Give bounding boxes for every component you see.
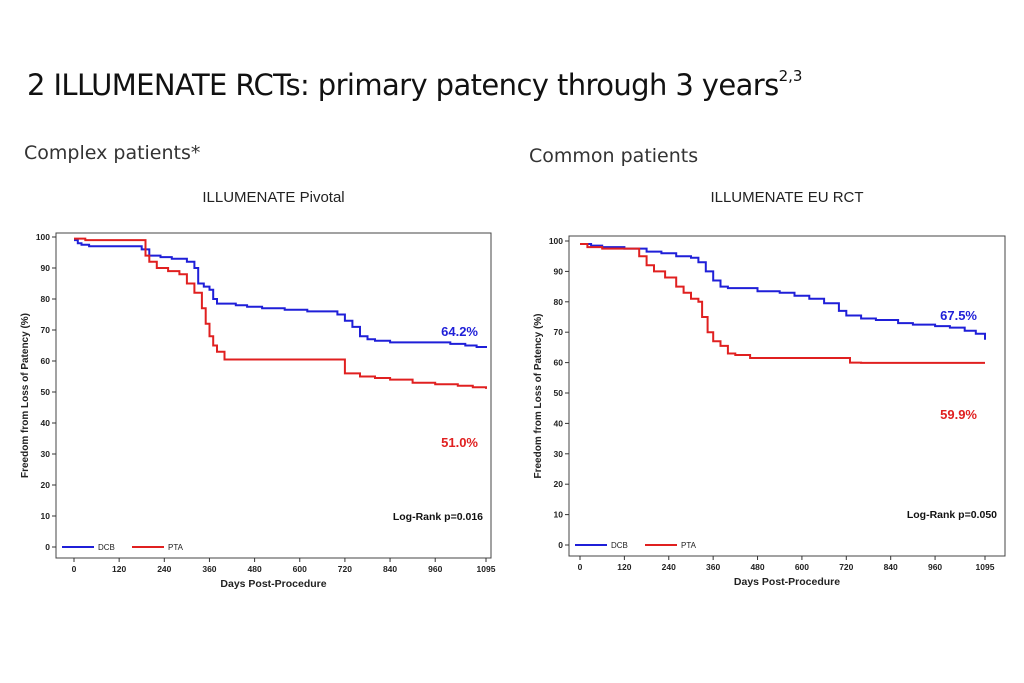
- x-tick-label: 0: [72, 564, 77, 574]
- x-tick-label: 240: [662, 562, 676, 572]
- x-tick-label: 360: [706, 562, 720, 572]
- y-tick-label: 20: [554, 479, 564, 489]
- x-axis-label: Days Post-Procedure: [220, 578, 326, 590]
- x-tick-label: 240: [157, 564, 171, 574]
- y-tick-label: 70: [41, 325, 51, 335]
- x-tick-label: 480: [750, 562, 764, 572]
- left-section-heading: Complex patients*: [24, 142, 201, 164]
- x-tick-label: 480: [248, 564, 262, 574]
- x-tick-label: 120: [617, 562, 631, 572]
- end-value-label-dcb: 67.5%: [940, 308, 977, 323]
- chart-title: ILLUMENATE EU RCT: [710, 189, 863, 206]
- y-tick-label: 90: [41, 263, 51, 273]
- x-tick-label: 840: [884, 562, 898, 572]
- y-tick-label: 50: [554, 388, 564, 398]
- y-tick-label: 30: [554, 449, 564, 459]
- x-tick-label: 0: [578, 562, 583, 572]
- y-tick-label: 100: [549, 236, 563, 246]
- chart-svg: ILLUMENATE EU RCT 0 10 20 30 40 50 60 70 80 90 100 0…: [533, 189, 1006, 588]
- x-tick-label: 360: [202, 564, 216, 574]
- x-tick-label: 600: [795, 562, 809, 572]
- legend-label-dcb: DCB: [611, 541, 628, 550]
- y-tick-label: 10: [41, 511, 51, 521]
- y-tick-label: 100: [36, 232, 50, 242]
- end-value-label-pta: 51.0%: [441, 435, 478, 450]
- y-tick-label: 0: [45, 542, 50, 552]
- y-tick-label: 40: [554, 418, 564, 428]
- x-tick-label: 120: [112, 564, 126, 574]
- chart-title: ILLUMENATE Pivotal: [202, 189, 344, 206]
- title-superscript: 2,3: [778, 67, 803, 86]
- x-tick-label: 840: [383, 564, 397, 574]
- series-line-dcb: [580, 243, 986, 340]
- series-line-pta: [580, 243, 985, 364]
- x-tick-label: 960: [928, 562, 942, 572]
- y-tick-label: 50: [41, 387, 51, 397]
- x-axis-label: Days Post-Procedure: [734, 576, 840, 588]
- legend-label-pta: PTA: [168, 543, 184, 552]
- y-axis-label: Freedom from Loss of Patency (%): [533, 313, 544, 478]
- y-tick-label: 0: [558, 540, 563, 550]
- y-tick-label: 40: [41, 418, 51, 428]
- log-rank-annotation: Log-Rank p=0.016: [393, 511, 483, 523]
- y-tick-label: 90: [554, 266, 564, 276]
- end-value-label-pta: 59.9%: [940, 407, 977, 422]
- chart-svg: ILLUMENATE Pivotal 0 10 20 30 40 50 60 70 80 90 100…: [20, 189, 496, 590]
- series-line-pta: [74, 237, 487, 389]
- km-chart-eu-rct: ILLUMENATE EU RCT 0 10 20 30 40 50 60 70 80 90 100 0…: [522, 180, 1012, 600]
- y-tick-label: 80: [41, 294, 51, 304]
- x-tick-label: 960: [428, 564, 442, 574]
- x-tick-label: 720: [338, 564, 352, 574]
- end-value-label-dcb: 64.2%: [441, 324, 478, 339]
- y-axis-label: Freedom from Loss of Patency (%): [20, 313, 31, 478]
- y-tick-label: 60: [554, 358, 564, 368]
- y-tick-label: 10: [554, 510, 564, 520]
- series-line-dcb: [74, 239, 487, 348]
- legend-label-pta: PTA: [681, 541, 697, 550]
- km-chart-pivotal: ILLUMENATE Pivotal 0 10 20 30 40 50 60 70 80 90 100…: [18, 180, 508, 600]
- right-section-heading: Common patients: [529, 145, 699, 167]
- x-tick-label: 600: [293, 564, 307, 574]
- y-tick-label: 30: [41, 449, 51, 459]
- y-tick-label: 70: [554, 327, 564, 337]
- y-tick-label: 80: [554, 297, 564, 307]
- x-tick-label: 1095: [976, 562, 995, 572]
- page-title: 2 ILLUMENATE RCTs: primary patency throu…: [27, 67, 803, 102]
- x-tick-label: 1095: [477, 564, 496, 574]
- x-tick-label: 720: [839, 562, 853, 572]
- y-tick-label: 60: [41, 356, 51, 366]
- log-rank-annotation: Log-Rank p=0.050: [907, 509, 997, 521]
- plot-frame: [55, 232, 492, 559]
- plot-frame: [568, 235, 1006, 557]
- legend-label-dcb: DCB: [98, 543, 115, 552]
- page-title-text: 2 ILLUMENATE RCTs: primary patency throu…: [27, 68, 779, 102]
- y-tick-label: 20: [41, 480, 51, 490]
